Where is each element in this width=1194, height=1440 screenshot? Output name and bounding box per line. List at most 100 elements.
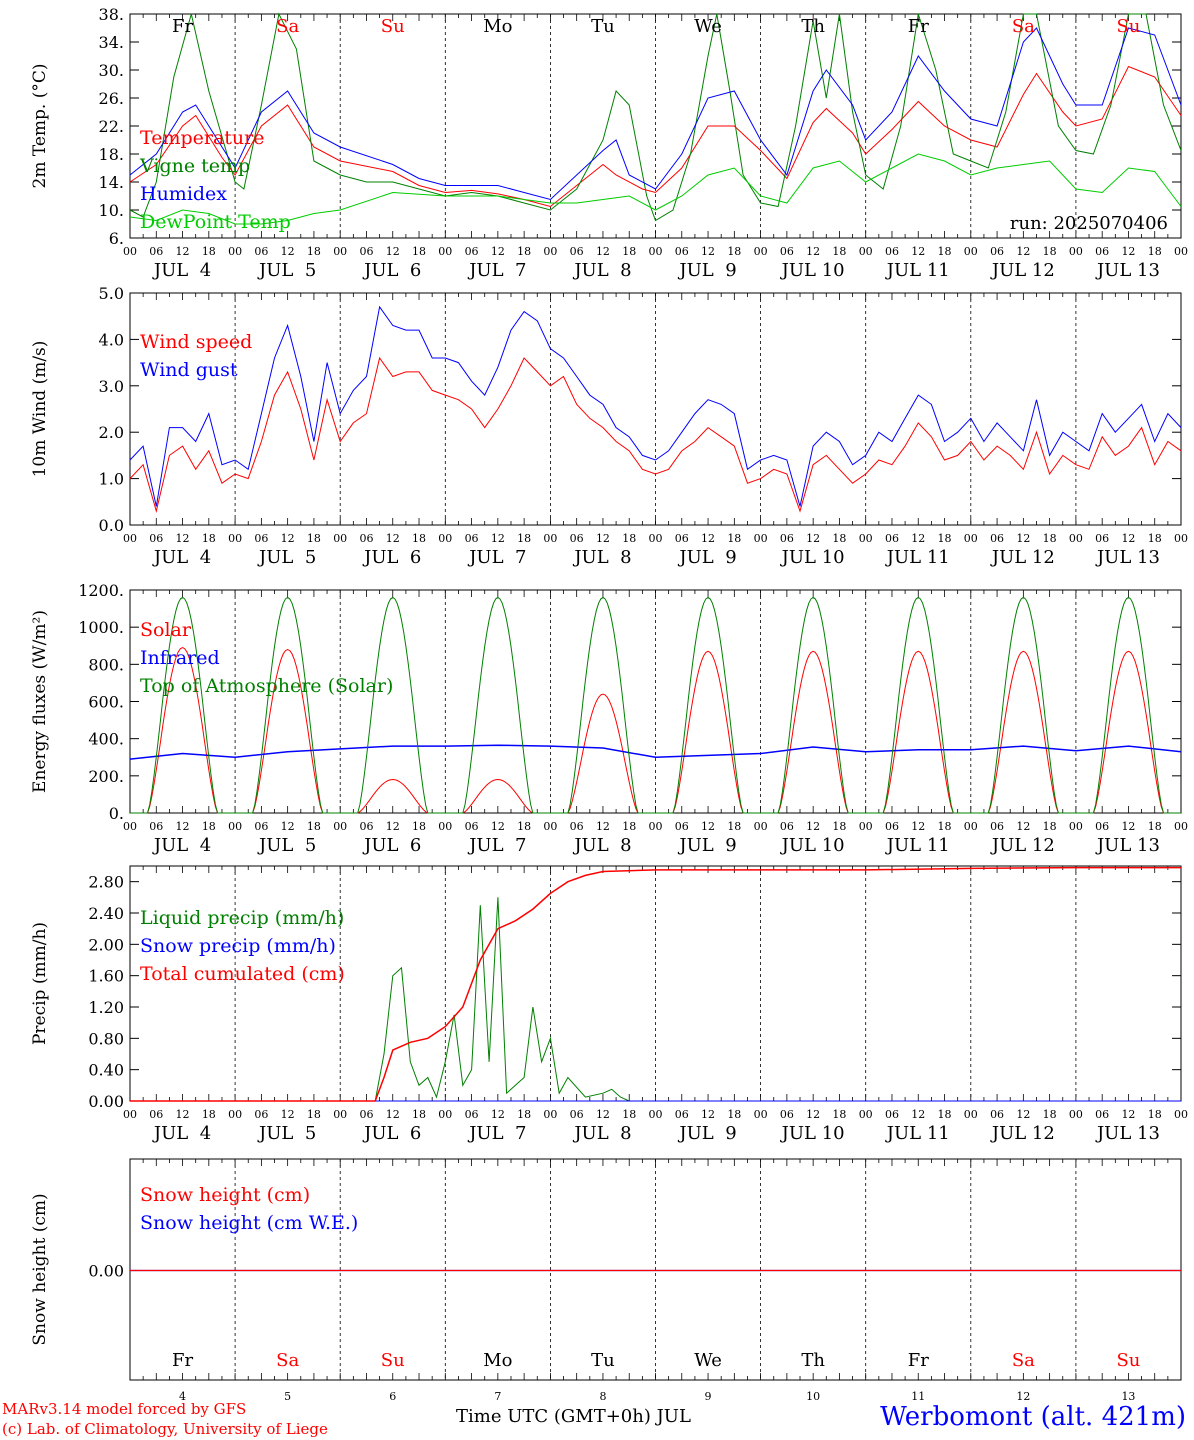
legend-entry: Liquid precip (mm/h) bbox=[140, 907, 344, 929]
date-label: JUL 9 bbox=[677, 260, 736, 281]
legend-entry: Vigne temp bbox=[139, 155, 250, 177]
hour-tick-label: 18 bbox=[727, 1108, 741, 1121]
hour-tick-label: 06 bbox=[254, 1108, 268, 1121]
hour-tick-label: 06 bbox=[990, 245, 1004, 258]
weekday-label: Th bbox=[801, 16, 825, 37]
weekday-label: Su bbox=[381, 16, 405, 37]
weekday-label: Mo bbox=[483, 1350, 512, 1371]
date-label: JUL 13 bbox=[1095, 835, 1160, 856]
date-label: JUL 12 bbox=[990, 835, 1055, 856]
y-tick-label: 1000. bbox=[78, 618, 124, 637]
hour-tick-label: 12 bbox=[281, 820, 295, 833]
hour-tick-label: 18 bbox=[202, 1108, 216, 1121]
hour-tick-label: 12 bbox=[386, 820, 400, 833]
weekday-label: Tu bbox=[591, 1350, 615, 1371]
hour-tick-label: 18 bbox=[202, 532, 216, 545]
date-label: JUL 9 bbox=[677, 547, 736, 568]
series-line bbox=[129, 27, 1182, 201]
y-tick-label: 34. bbox=[99, 33, 124, 52]
hour-tick-label: 12 bbox=[596, 532, 610, 545]
hour-tick-label: 06 bbox=[359, 532, 373, 545]
hour-tick-label: 00 bbox=[438, 532, 452, 545]
hour-tick-label: 12 bbox=[911, 532, 925, 545]
y-tick-label: 5.0 bbox=[99, 284, 124, 303]
hour-tick-label: 00 bbox=[964, 245, 978, 258]
hour-tick-label: 12 bbox=[1016, 820, 1030, 833]
hour-tick-label: 06 bbox=[149, 820, 163, 833]
hour-tick-label: 00 bbox=[1069, 1108, 1083, 1121]
date-label: JUL 4 bbox=[152, 547, 211, 568]
weekday-label: Fr bbox=[908, 16, 929, 37]
hour-tick-label: 06 bbox=[885, 820, 899, 833]
hour-tick-label: 12 bbox=[176, 1108, 190, 1121]
y-tick-label: 14. bbox=[99, 173, 124, 192]
hour-tick-label: 00 bbox=[964, 1108, 978, 1121]
hour-tick-label: 12 bbox=[596, 1108, 610, 1121]
hour-tick-label: 00 bbox=[543, 245, 557, 258]
series-line bbox=[129, 305, 1182, 507]
hour-tick-label: 12 bbox=[281, 245, 295, 258]
hour-tick-label: 00 bbox=[754, 820, 768, 833]
hour-tick-label: 18 bbox=[727, 820, 741, 833]
hour-tick-label: 06 bbox=[1095, 820, 1109, 833]
hour-tick-label: 18 bbox=[1043, 820, 1057, 833]
y-tick-label: 2.0 bbox=[99, 423, 124, 442]
date-label: JUL 9 bbox=[677, 835, 736, 856]
hour-tick-label: 06 bbox=[1095, 1108, 1109, 1121]
date-label: JUL 5 bbox=[257, 1123, 316, 1144]
day-number: 9 bbox=[705, 1390, 712, 1403]
y-tick-label: 6. bbox=[109, 229, 124, 248]
hour-tick-label: 06 bbox=[254, 245, 268, 258]
hour-tick-label: 00 bbox=[649, 1108, 663, 1121]
weekday-label: Fr bbox=[172, 1350, 193, 1371]
weekday-label: Sa bbox=[1012, 16, 1035, 37]
hour-tick-label: 18 bbox=[622, 1108, 636, 1121]
hour-tick-label: 00 bbox=[859, 820, 873, 833]
y-axis-label: Precip (mm/h) bbox=[30, 922, 50, 1045]
hour-tick-label: 18 bbox=[202, 820, 216, 833]
hour-tick-label: 12 bbox=[386, 1108, 400, 1121]
legend-entry: Total cumulated (cm) bbox=[140, 963, 345, 985]
y-tick-label: 800. bbox=[88, 655, 124, 674]
hour-tick-label: 00 bbox=[754, 1108, 768, 1121]
day-number: 8 bbox=[599, 1390, 606, 1403]
hour-tick-label: 18 bbox=[832, 532, 846, 545]
date-label: JUL 13 bbox=[1095, 547, 1160, 568]
hour-tick-label: 12 bbox=[386, 532, 400, 545]
hour-tick-label: 18 bbox=[517, 532, 531, 545]
legend-entry: Snow height (cm W.E.) bbox=[140, 1212, 358, 1234]
hour-tick-label: 00 bbox=[649, 532, 663, 545]
series-line bbox=[129, 356, 1182, 514]
hour-tick-label: 12 bbox=[911, 1108, 925, 1121]
weekday-label: Tu bbox=[591, 16, 615, 37]
hour-tick-label: 18 bbox=[938, 532, 952, 545]
hour-tick-label: 12 bbox=[281, 1108, 295, 1121]
y-tick-label: 1.20 bbox=[88, 998, 124, 1017]
date-label: JUL 7 bbox=[467, 260, 526, 281]
y-tick-label: 0. bbox=[109, 804, 124, 823]
date-label: JUL 11 bbox=[885, 1123, 950, 1144]
hour-tick-label: 12 bbox=[491, 820, 505, 833]
hour-tick-label: 12 bbox=[386, 245, 400, 258]
date-label: JUL 7 bbox=[467, 835, 526, 856]
panel-1: 6. 10. 14. 18. 22. 26. 30. 34. 38. 2m Temp. (°C) T… bbox=[30, 5, 1188, 281]
date-label: JUL 8 bbox=[572, 260, 631, 281]
date-label: JUL 4 bbox=[152, 1123, 211, 1144]
hour-tick-label: 00 bbox=[1174, 245, 1188, 258]
hour-tick-label: 06 bbox=[885, 532, 899, 545]
day-number: 4 bbox=[179, 1390, 186, 1403]
date-label: JUL 10 bbox=[780, 1123, 845, 1144]
weekday-label: Sa bbox=[1012, 1350, 1035, 1371]
hour-tick-label: 06 bbox=[149, 1108, 163, 1121]
hour-tick-label: 00 bbox=[964, 532, 978, 545]
y-tick-label: 200. bbox=[88, 767, 124, 786]
y-tick-label: 2.40 bbox=[88, 904, 124, 923]
hour-tick-label: 12 bbox=[806, 532, 820, 545]
hour-tick-label: 00 bbox=[228, 1108, 242, 1121]
hour-tick-label: 00 bbox=[1174, 532, 1188, 545]
y-tick-label: 3.0 bbox=[99, 377, 124, 396]
hour-tick-label: 18 bbox=[938, 1108, 952, 1121]
weekday-label: Su bbox=[381, 1350, 405, 1371]
date-label: JUL 13 bbox=[1095, 1123, 1160, 1144]
hour-tick-label: 00 bbox=[1069, 532, 1083, 545]
